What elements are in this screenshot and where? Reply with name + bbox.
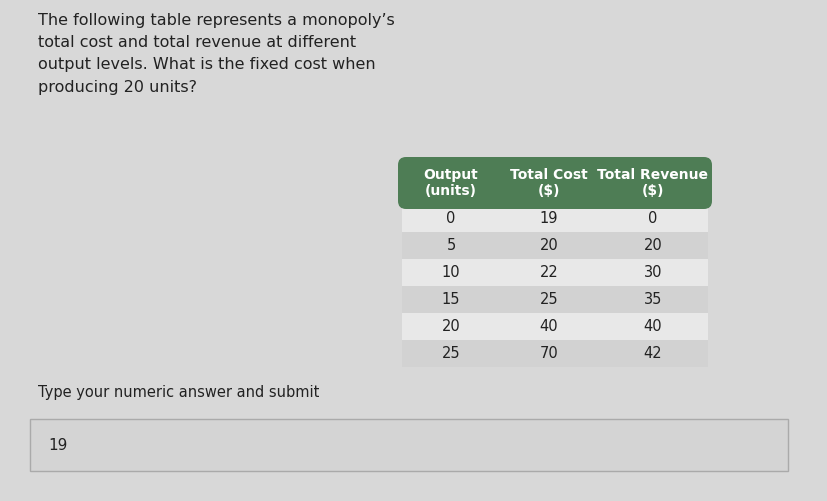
Text: 19: 19 (48, 437, 67, 452)
FancyBboxPatch shape (30, 419, 787, 471)
Bar (402, 286, 707, 313)
Text: 40: 40 (539, 319, 557, 334)
Text: 20: 20 (441, 319, 460, 334)
Text: Type your numeric answer and submit: Type your numeric answer and submit (38, 385, 319, 400)
Text: 30: 30 (643, 265, 662, 280)
Bar (402, 313, 707, 340)
Text: 20: 20 (643, 238, 662, 253)
Text: 0: 0 (446, 211, 455, 226)
Text: Total Revenue
($): Total Revenue ($) (597, 168, 708, 198)
Text: 15: 15 (442, 292, 460, 307)
Text: The following table represents a monopoly’s
total cost and total revenue at diff: The following table represents a monopol… (38, 13, 394, 95)
Text: Output
(units): Output (units) (423, 168, 478, 198)
Text: 10: 10 (441, 265, 460, 280)
Bar (402, 232, 707, 259)
Text: 25: 25 (539, 292, 557, 307)
Text: 25: 25 (441, 346, 460, 361)
Bar (402, 340, 707, 367)
Bar (402, 259, 707, 286)
Bar (402, 205, 707, 232)
Text: 5: 5 (446, 238, 455, 253)
Text: 0: 0 (648, 211, 657, 226)
Text: 70: 70 (539, 346, 557, 361)
Text: 40: 40 (643, 319, 662, 334)
Text: Total Cost
($): Total Cost ($) (509, 168, 587, 198)
Text: 35: 35 (643, 292, 662, 307)
Text: 42: 42 (643, 346, 662, 361)
Text: 22: 22 (539, 265, 557, 280)
Text: 20: 20 (539, 238, 557, 253)
FancyBboxPatch shape (398, 157, 711, 209)
Text: 19: 19 (539, 211, 557, 226)
